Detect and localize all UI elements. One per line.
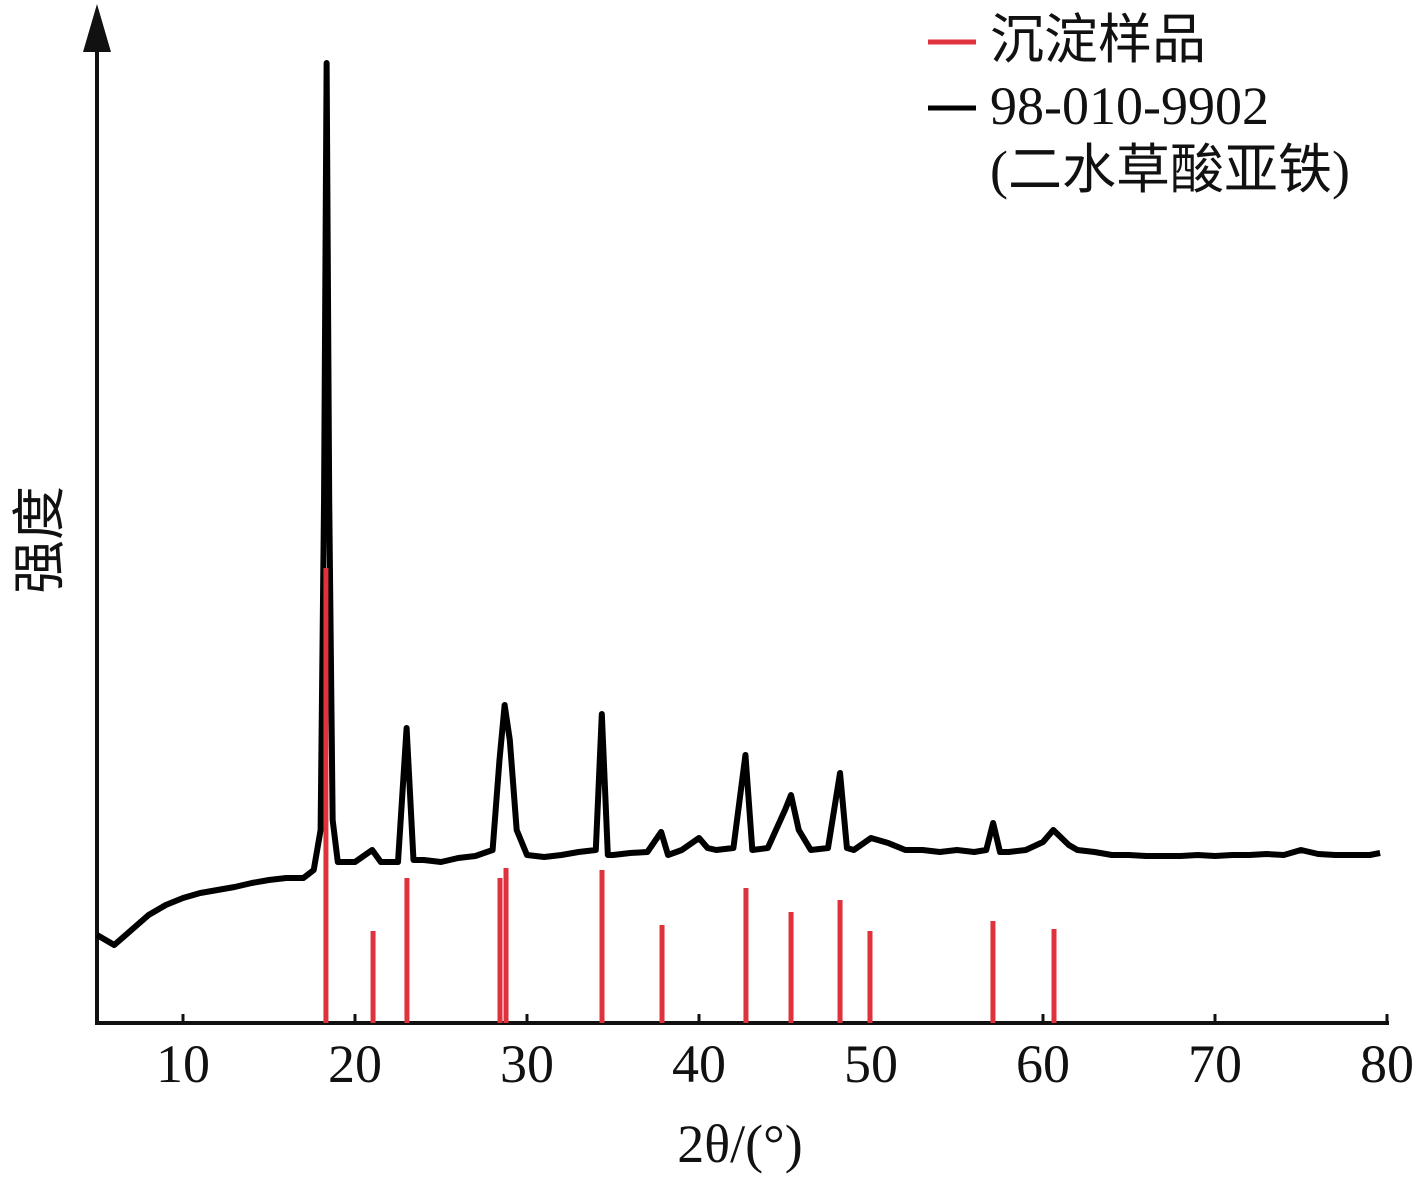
stick [788, 912, 794, 1023]
stick [867, 931, 873, 1023]
x-tick-label: 30 [500, 1034, 554, 1094]
stick [599, 870, 605, 1023]
pattern-line [95, 60, 1381, 948]
stick [837, 900, 843, 1023]
x-tick-label: 60 [1016, 1034, 1070, 1094]
stick [743, 888, 749, 1023]
stick [404, 878, 410, 1023]
y-axis-label: 强度 [10, 486, 70, 594]
x-tick-label: 10 [156, 1034, 210, 1094]
x-tick-label: 20 [328, 1034, 382, 1094]
legend-label: 沉淀样品 [990, 10, 1206, 70]
stick [497, 878, 503, 1023]
stick [370, 931, 376, 1023]
stick [323, 568, 329, 1023]
x-tick-label: 50 [844, 1034, 898, 1094]
x-tick-label: 40 [672, 1034, 726, 1094]
stick [659, 925, 665, 1023]
y-axis-arrow [83, 4, 111, 52]
stick [1051, 929, 1057, 1023]
x-tick-label: 70 [1188, 1034, 1242, 1094]
x-tick-label: 80 [1360, 1034, 1414, 1094]
stick [503, 868, 509, 1023]
legend-label: 98-010-9902 (二水草酸亚铁) [990, 76, 1350, 200]
stick [990, 921, 996, 1023]
x-axis-label: 2θ/(°) [677, 1114, 802, 1174]
